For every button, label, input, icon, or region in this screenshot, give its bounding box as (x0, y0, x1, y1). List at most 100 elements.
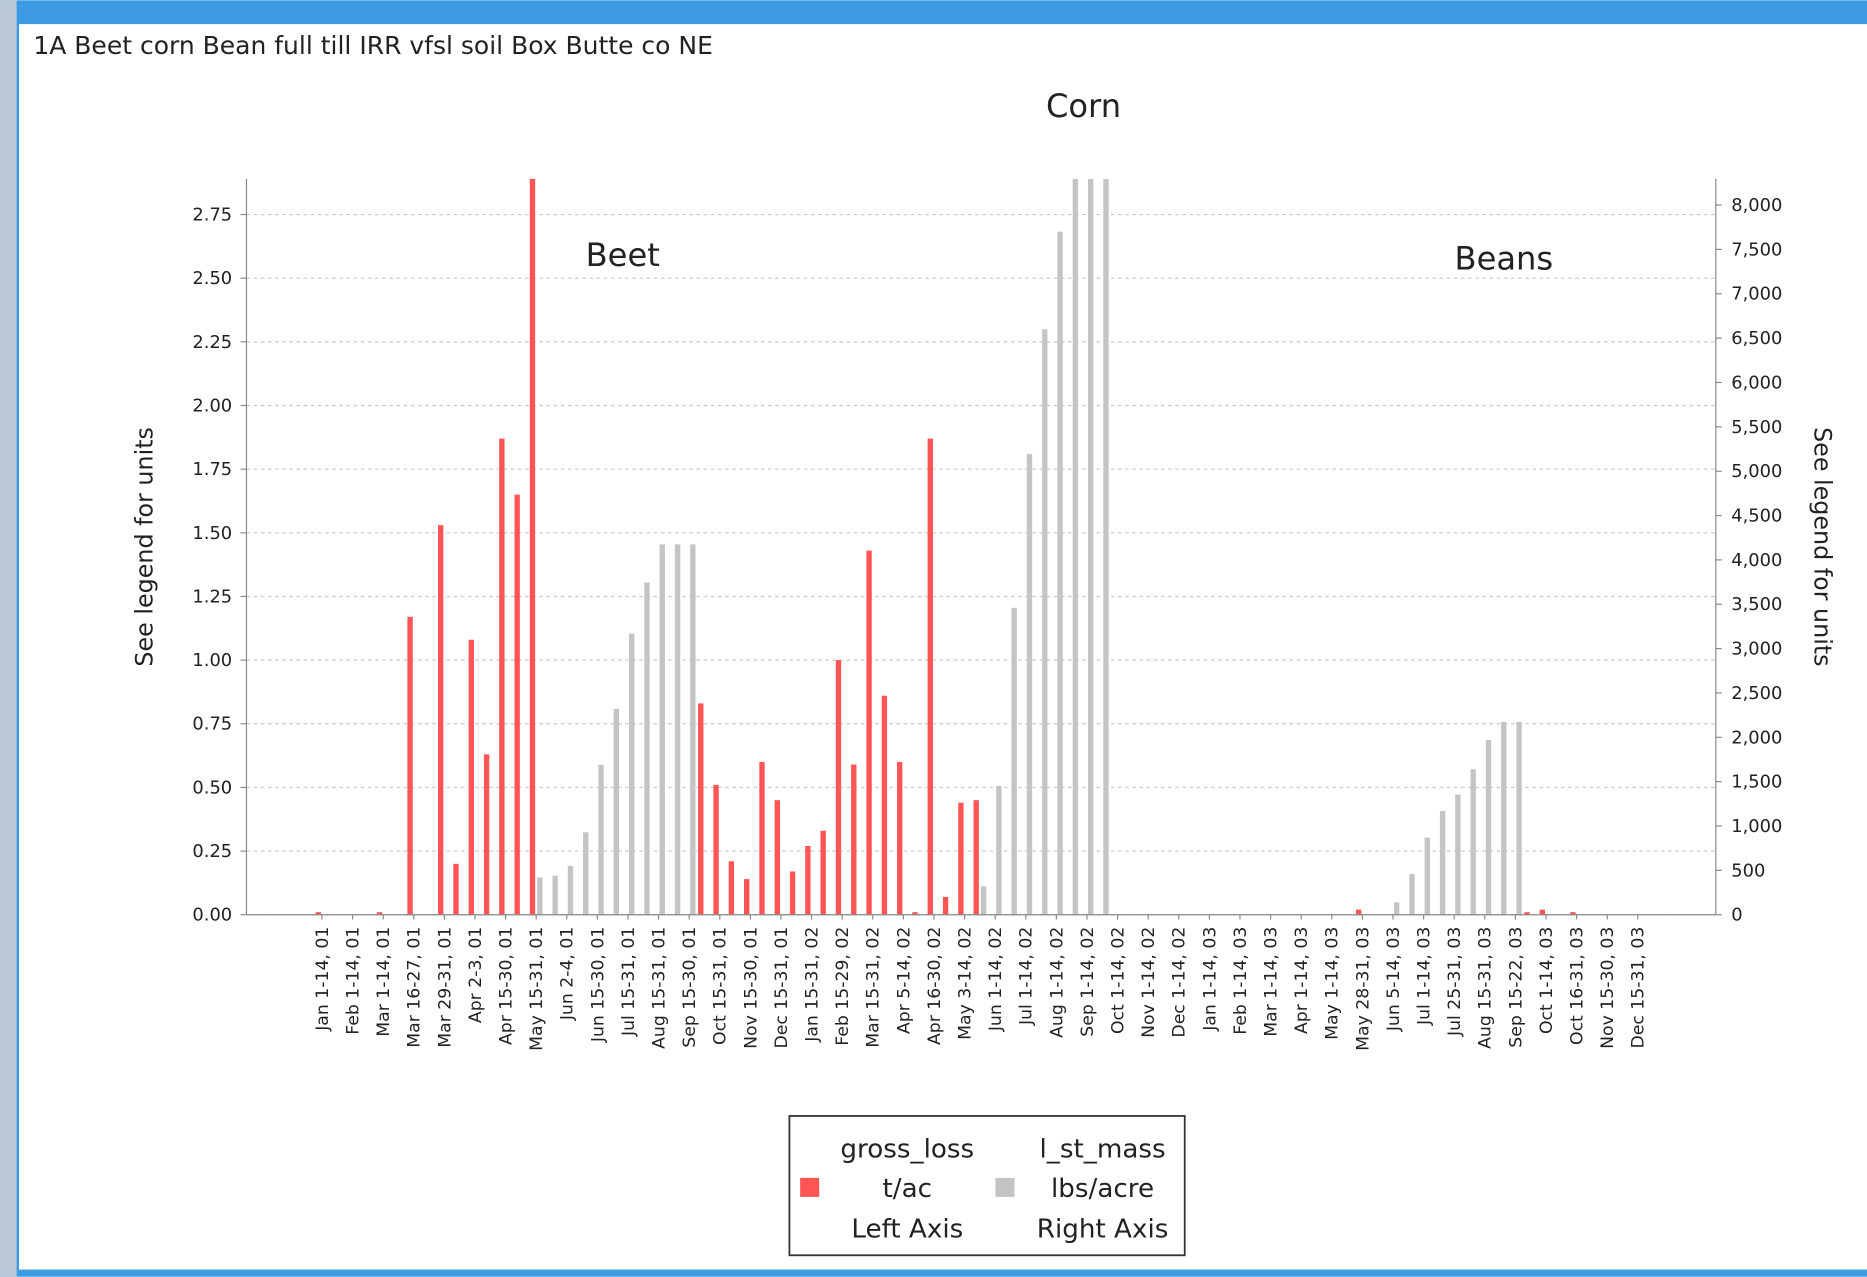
bar (805, 845, 811, 915)
bar (1516, 721, 1522, 915)
bar (881, 695, 888, 915)
bar (376, 912, 383, 915)
y-tick-label: 0.25 (192, 841, 232, 862)
bar (628, 633, 635, 915)
x-tick-label: Jan 15-31, 02 (803, 927, 823, 1043)
y-axis-label: See legend for units (130, 427, 158, 667)
legend-name: l_st_mass (1039, 1135, 1165, 1165)
x-tick-label: Mar 15-31, 02 (864, 927, 884, 1048)
bar (1524, 912, 1530, 915)
x-tick-label: Apr 5-14, 02 (894, 927, 914, 1034)
side-strip (0, 0, 17, 1277)
x-tick-label: Sep 1-14, 02 (1078, 927, 1098, 1037)
x-tick-label: Jun 1-14, 02 (986, 927, 1006, 1033)
y2-tick-label: 5,000 (1731, 461, 1782, 482)
bar (1485, 739, 1492, 915)
x-tick-label: Jan 1-14, 03 (1200, 927, 1220, 1032)
x-tick-label: Apr 2-3, 01 (466, 927, 486, 1023)
x-tick-label: Sep 15-22, 03 (1506, 927, 1526, 1048)
bar (927, 438, 933, 915)
y2-tick-label: 5,500 (1731, 417, 1782, 438)
bar (315, 912, 321, 915)
y-tick-label: 2.50 (192, 268, 232, 289)
legend-axis: Right Axis (1037, 1214, 1169, 1244)
bar (613, 708, 620, 915)
x-tick-label: Jul 1-14, 02 (1017, 927, 1037, 1026)
bar (1393, 902, 1400, 915)
bar (744, 879, 750, 915)
bar (958, 802, 964, 915)
x-tick-label: Sep 15-30, 01 (680, 927, 700, 1048)
x-tick-label: Oct 15-31, 01 (711, 927, 731, 1045)
bar (537, 877, 543, 915)
bar (713, 784, 719, 915)
y-tick-label: 1.75 (192, 459, 232, 480)
bar (1356, 909, 1362, 915)
legend-unit: t/ac (883, 1174, 933, 1204)
bar (1455, 794, 1461, 915)
bar (552, 875, 558, 915)
x-tick-label: Dec 1-14, 02 (1170, 927, 1190, 1038)
x-tick-label: Mar 29-31, 01 (435, 927, 455, 1048)
x-tick-label: Oct 16-31, 03 (1568, 927, 1588, 1045)
x-tick-label: Feb 1-14, 01 (344, 927, 364, 1035)
y-tick-label: 0.75 (192, 714, 232, 735)
x-tick-label: May 28-31, 03 (1353, 927, 1373, 1051)
x-tick-label: Apr 16-30, 02 (925, 927, 945, 1045)
bar (1087, 178, 1094, 915)
y2-tick-label: 6,000 (1731, 372, 1782, 393)
bar (1103, 178, 1109, 915)
bar (1042, 329, 1048, 915)
x-tick-label: Oct 1-14, 03 (1537, 927, 1557, 1034)
bar (514, 494, 520, 915)
bar (973, 800, 979, 915)
legend-name: gross_loss (840, 1135, 974, 1165)
bar (529, 178, 536, 915)
y2-tick-label: 7,500 (1731, 239, 1782, 260)
y2-tick-label: 6,500 (1731, 328, 1782, 349)
panel (19, 24, 1867, 1270)
bar (698, 703, 704, 915)
bar (835, 660, 842, 915)
bar (1439, 810, 1446, 915)
bar (1501, 721, 1507, 915)
y-tick-label: 0.00 (192, 905, 232, 926)
bar (912, 912, 918, 915)
x-tick-label: Nov 15-30, 03 (1598, 927, 1618, 1049)
x-tick-label: Jun 15-30, 01 (588, 927, 608, 1043)
x-tick-label: Dec 15-31, 01 (772, 927, 792, 1049)
x-tick-label: Aug 15-31, 03 (1476, 927, 1496, 1049)
bar (851, 764, 857, 915)
x-tick-label: Jul 1-14, 03 (1415, 927, 1435, 1026)
bar (820, 830, 826, 915)
legend-box (788, 1115, 1186, 1257)
legend-swatch (800, 1177, 820, 1197)
x-tick-label: Mar 1-14, 01 (374, 927, 394, 1037)
x-tick-label: Mar 1-14, 03 (1262, 927, 1282, 1037)
bar (690, 544, 696, 915)
x-tick-label: Nov 1-14, 02 (1139, 927, 1159, 1038)
bar (468, 639, 474, 915)
x-tick-label: Jul 25-31, 03 (1445, 927, 1465, 1037)
y2-tick-label: 1,000 (1731, 816, 1782, 837)
y2-axis-label: See legend for units (1809, 427, 1837, 667)
x-tick-label: Feb 1-14, 03 (1231, 927, 1251, 1035)
x-tick-label: Apr 15-30, 01 (497, 927, 517, 1045)
bar (483, 754, 490, 915)
legend-swatch (995, 1177, 1015, 1197)
legend-axis: Left Axis (851, 1214, 963, 1244)
y-tick-label: 1.25 (192, 586, 232, 607)
bar (1424, 837, 1430, 915)
y2-tick-label: 4,000 (1731, 550, 1782, 571)
y2-tick-label: 7,000 (1731, 284, 1782, 305)
y2-tick-label: 1,500 (1731, 772, 1782, 793)
bar (897, 761, 903, 915)
bar (1570, 912, 1576, 915)
y-tick-label: 1.00 (192, 650, 232, 671)
y-tick-label: 2.25 (192, 332, 232, 353)
bar (1072, 178, 1079, 915)
x-tick-label: Aug 15-31, 01 (650, 927, 670, 1049)
y2-tick-label: 0 (1731, 905, 1742, 926)
bar (1057, 231, 1063, 915)
